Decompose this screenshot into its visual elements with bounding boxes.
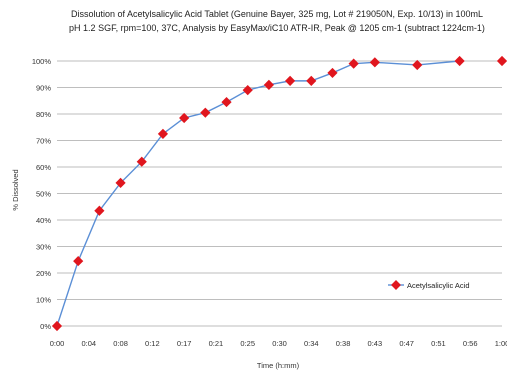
legend: Acetylsalicylic Acid [388,280,470,290]
x-tick-label: 0:17 [177,339,192,348]
x-tick-label: 0:51 [431,339,446,348]
y-tick-label: 40% [36,216,51,225]
x-tick-label: 0:38 [336,339,351,348]
y-tick-label: 10% [36,296,51,305]
x-tick-label: 0:34 [304,339,319,348]
y-tick-label: 20% [36,269,51,278]
x-tick-label: 0:21 [209,339,224,348]
x-tick-label: 0:43 [368,339,383,348]
legend-label: Acetylsalicylic Acid [407,281,470,290]
x-tick-label: 0:47 [399,339,414,348]
x-tick-label: 0:25 [240,339,255,348]
y-tick-label: 70% [36,137,51,146]
x-tick-label: 0:30 [272,339,287,348]
y-tick-label: 100% [32,57,52,66]
data-point [242,85,253,96]
y-tick-label: 80% [36,110,51,119]
y-tick-label: 30% [36,243,51,252]
data-point [179,112,190,124]
x-tick-label: 0:56 [463,339,478,348]
y-tick-label: 50% [36,190,51,199]
x-tick-label: 0:12 [145,339,160,348]
y-axis-title: % Dissolved [11,169,20,210]
chart-title-line-2: pH 1.2 SGF, rpm=100, 37C, Analysis by Ea… [69,23,485,33]
data-point [221,96,232,108]
x-axis-ticks: 0:00 0:04 0:08 0:12 0:17 0:21 0:25 0:30 0:34 0:38… [50,339,507,348]
data-point [115,177,126,188]
x-axis-title: Time (h:mm) [257,361,300,370]
y-tick-label: 60% [36,163,51,172]
y-axis-ticks: 0% 10% 20% 30% 40% 50% 60% 70% 80% 90% 100% [32,57,52,331]
legend-marker [391,280,401,290]
x-tick-label: 0:08 [113,339,128,348]
y-tick-label: 0% [40,322,51,331]
data-point [136,156,147,167]
data-point [94,205,105,216]
chart-title-line-1: Dissolution of Acetylsalicylic Acid Tabl… [71,9,483,19]
y-tick-label: 90% [36,84,51,93]
x-tick-label: 0:00 [50,339,65,348]
x-tick-label: 1:00 [495,339,507,348]
gridlines [57,60,502,327]
x-tick-label: 0:04 [81,339,96,348]
data-point [348,58,359,69]
